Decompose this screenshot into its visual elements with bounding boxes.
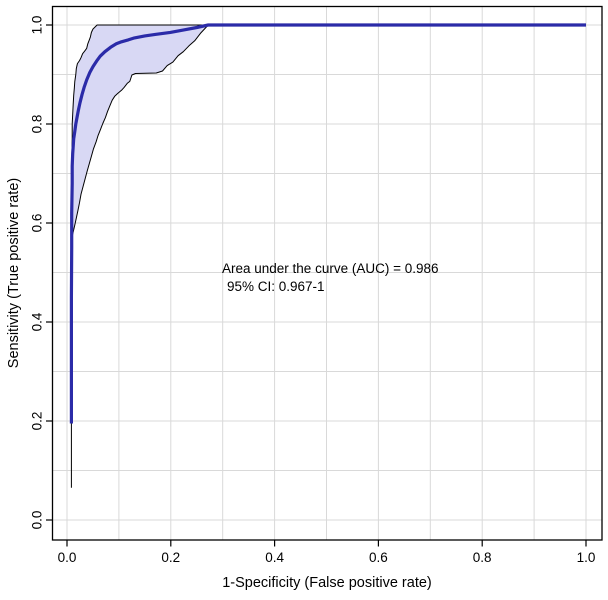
y-tick-label: 0.8 bbox=[30, 115, 45, 134]
x-tick-label: 0.2 bbox=[161, 550, 180, 565]
x-tick-label: 0.6 bbox=[369, 550, 388, 565]
x-tick-label: 1.0 bbox=[577, 550, 596, 565]
x-tick-label: 0.8 bbox=[473, 550, 492, 565]
y-tick-label: 1.0 bbox=[30, 16, 45, 35]
y-tick-label: 0.0 bbox=[30, 511, 45, 530]
x-tick-label: 0.4 bbox=[265, 550, 284, 565]
y-axis-title: Sensitivity (True positive rate) bbox=[6, 177, 22, 369]
x-tick-label: 0.0 bbox=[58, 550, 77, 565]
roc-curve bbox=[69, 23, 586, 424]
y-tick-label: 0.4 bbox=[30, 312, 45, 331]
x-axis-title: 1-Specificity (False positive rate) bbox=[222, 575, 432, 591]
plot-box bbox=[51, 5, 603, 541]
auc-annotation-line1: Area under the curve (AUC) = 0.986 bbox=[222, 261, 439, 276]
y-tick-label: 0.6 bbox=[30, 214, 45, 233]
y-tick-label: 0.2 bbox=[30, 412, 45, 431]
auc-annotation-line2: 95% CI: 0.967-1 bbox=[227, 279, 325, 294]
confidence-band bbox=[70, 24, 209, 241]
